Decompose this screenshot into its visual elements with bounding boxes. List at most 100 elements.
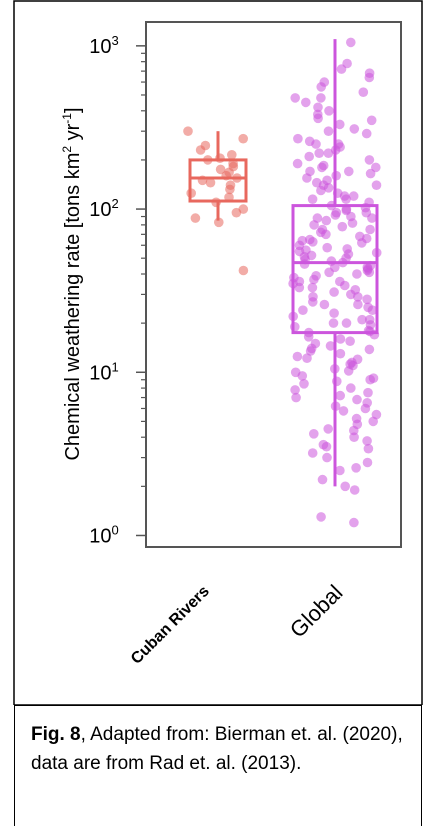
data-point [362,436,372,446]
y-axis-label-sup1: 2 [60,146,74,153]
data-point [351,463,361,473]
data-point [344,166,354,177]
data-point [215,164,226,175]
data-point [293,133,303,144]
y-tick-label: 101 [89,359,118,384]
figure-frame [13,0,423,705]
data-point [335,334,346,344]
plot-panel [145,21,402,548]
data-point [319,299,330,310]
data-point [358,87,369,97]
data-point [214,217,224,228]
data-point [312,213,323,223]
data-point [351,413,362,424]
y-tick-label-base: 10 [89,525,111,547]
data-point [313,113,323,124]
y-tick-label-exp: 0 [112,522,119,537]
data-point [308,237,318,247]
data-point [349,517,359,528]
data-point [353,292,363,302]
data-point [366,115,377,126]
data-point [321,215,332,226]
data-point [328,318,339,328]
data-point [305,166,315,177]
data-point [335,276,345,287]
y-tick-label-exp: 3 [112,33,119,48]
y-axis-label: Chemical weathering rate [tons km2 yr-1] [60,107,84,460]
data-point [340,481,351,492]
x-tick-label-global: Global [285,580,348,643]
data-point [301,97,311,108]
data-point [352,394,362,405]
data-point [297,371,308,381]
data-point [360,403,371,414]
data-point [302,353,312,364]
data-point [349,124,360,134]
data-point [343,249,354,259]
caption-box: Fig. 8, Adapted from: Bierman et. al. (2… [14,705,422,826]
data-point [231,207,242,218]
data-point [309,274,319,285]
y-axis-label-end: ] [62,107,84,113]
data-point [367,305,378,316]
data-point [205,177,216,188]
data-point [361,128,372,139]
data-point [341,194,351,204]
figure-caption: Fig. 8, Adapted from: Bierman et. al. (2… [31,720,411,778]
data-point [368,373,379,384]
caption-label: Fig. 8 [31,724,81,745]
data-point [290,322,300,332]
data-point [332,376,342,387]
data-point [307,194,318,204]
data-point [345,359,356,370]
data-point [336,64,347,74]
data-point [335,390,346,401]
y-axis-label-sup2: -1 [60,113,74,124]
data-point [317,474,328,485]
data-point [364,267,375,278]
data-point [338,406,349,416]
y-tick-label-exp: 1 [112,359,119,374]
data-point [317,162,327,173]
data-point [316,82,327,92]
data-point [190,213,201,223]
data-point [238,265,249,276]
data-point [323,424,334,434]
data-point [183,126,193,136]
data-point [305,346,316,356]
data-point [346,383,356,393]
data-point [352,269,362,279]
data-point [299,379,309,389]
data-point [322,242,333,253]
data-point [329,308,339,319]
data-point [299,251,310,262]
data-point [321,229,331,240]
data-point [365,224,375,235]
data-point [294,282,305,293]
data-point [323,183,334,193]
y-axis-label-mid: yr [62,123,84,146]
data-point [348,191,359,201]
data-point [323,148,334,158]
data-point [307,282,318,293]
data-point [371,180,382,190]
data-point [368,416,379,427]
data-point [290,385,300,395]
data-point [341,318,352,328]
data-point [318,439,329,450]
y-axis-label-main: Chemical weathering rate [tons km [62,153,84,461]
data-point [353,299,363,310]
data-point [292,158,303,169]
data-point [308,297,318,307]
data-point [357,238,367,248]
data-point [346,37,356,48]
iqr-box [188,158,248,203]
y-tick-label-base: 10 [89,362,111,384]
data-point [307,448,318,458]
data-point [347,218,358,228]
data-point [362,457,373,468]
data-point [361,207,372,218]
data-point [371,162,381,173]
data-point [298,305,308,316]
data-point [335,119,345,130]
